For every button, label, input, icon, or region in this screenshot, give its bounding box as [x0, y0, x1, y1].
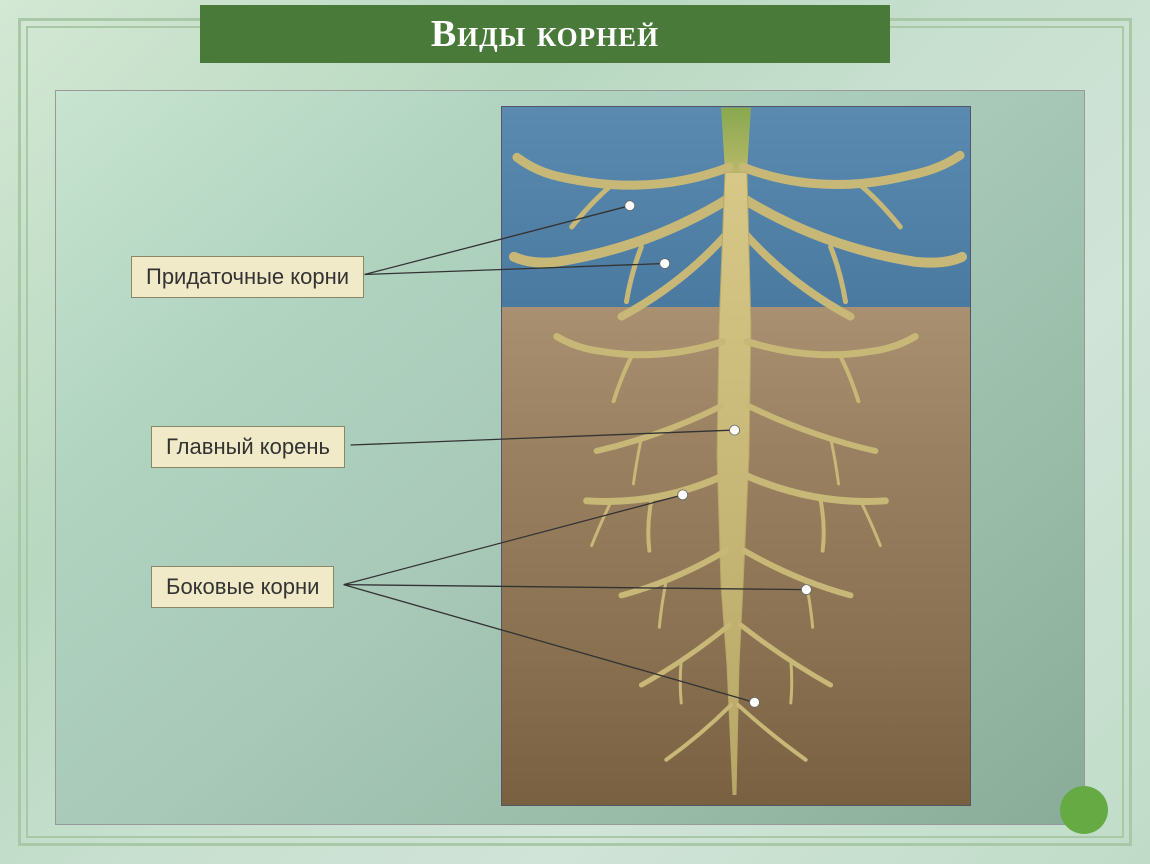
corner-dot-icon — [1060, 786, 1108, 834]
label-main-root: Главный корень — [151, 426, 345, 468]
diagram-area: Придаточные корни Главный корень Боковые… — [55, 90, 1085, 825]
label-text: Боковые корни — [166, 574, 319, 599]
root-panel — [501, 106, 971, 806]
title-bar: Виды корней — [200, 5, 890, 63]
label-text: Главный корень — [166, 434, 330, 459]
label-adventitious-roots: Придаточные корни — [131, 256, 364, 298]
label-text: Придаточные корни — [146, 264, 349, 289]
label-lateral-roots: Боковые корни — [151, 566, 334, 608]
slide-title: Виды корней — [431, 12, 659, 56]
root-illustration — [502, 107, 970, 805]
